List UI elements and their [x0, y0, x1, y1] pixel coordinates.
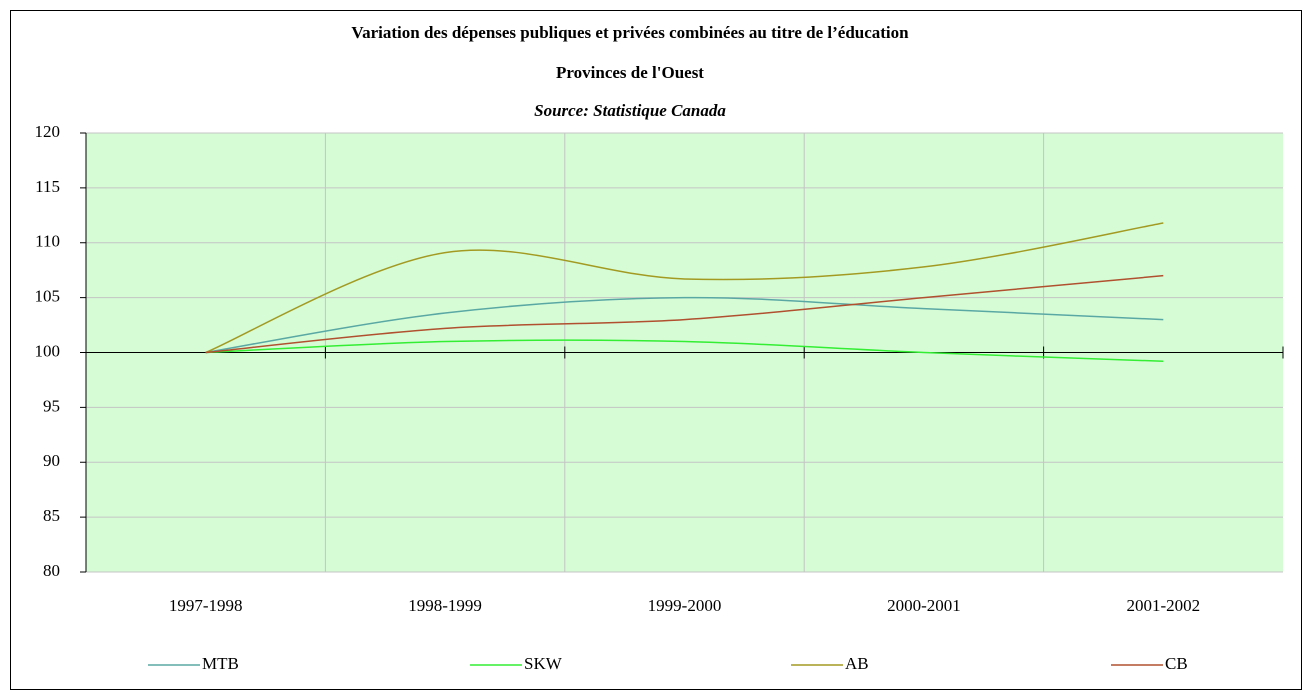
y-tick-label: 90: [43, 451, 60, 470]
y-tick-label: 105: [35, 287, 61, 306]
series-line: [205, 274, 1164, 354]
y-tick-label: 115: [35, 177, 60, 196]
chart-subtitle: Provinces de l'Ouest: [556, 63, 704, 82]
y-tick-label: 100: [35, 341, 61, 360]
legend-label: MTB: [202, 654, 239, 673]
y-tick-label: 95: [43, 396, 60, 415]
series-line: [205, 222, 1164, 354]
y-tick-label: 120: [35, 122, 61, 141]
chart-source: Source: Statistique Canada: [534, 101, 726, 120]
x-tick-label: 1999-2000: [648, 596, 722, 615]
y-tick-label: 85: [43, 506, 60, 525]
x-tick-label: 2000-2001: [887, 596, 961, 615]
legend-label: CB: [1165, 654, 1188, 673]
legend-label: SKW: [524, 654, 563, 673]
series-line: [205, 339, 1164, 363]
x-tick-label: 1997-1998: [169, 596, 243, 615]
series-line: [205, 296, 1164, 354]
x-tick-label: 2001-2002: [1126, 596, 1200, 615]
legend-label: AB: [845, 654, 869, 673]
y-tick-label: 80: [43, 561, 60, 580]
x-tick-label: 1998-1999: [408, 596, 482, 615]
chart-title: Variation des dépenses publiques et priv…: [351, 23, 909, 42]
y-tick-label: 110: [35, 232, 60, 251]
